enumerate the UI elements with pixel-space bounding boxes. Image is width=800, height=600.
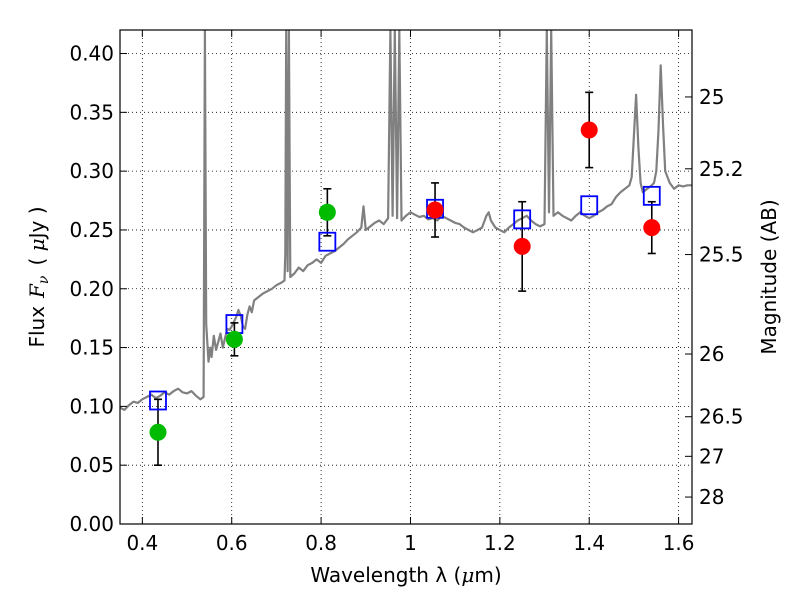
y-axis-label-right: Magnitude (AB) (757, 199, 781, 354)
model-photometry-point (642, 185, 661, 206)
x-tick-label: 1 (404, 531, 417, 555)
x-tick-label: 1.4 (573, 531, 605, 555)
x-tick-label: 0.8 (305, 531, 337, 555)
plot-area (120, 30, 692, 466)
optical-observation-point (149, 423, 167, 441)
model-sed-line (120, 30, 692, 411)
model-photometry-point (513, 209, 532, 230)
magnitude-tick-label: 26.5 (699, 405, 744, 429)
magnitude-tick-label: 25.5 (699, 243, 744, 267)
magnitude-tick-label: 28 (699, 485, 724, 509)
y-tick-label: 0.20 (69, 277, 114, 301)
y-tick-label: 0.35 (69, 100, 114, 124)
optical-observation-point (225, 330, 243, 348)
optical-observation-point (318, 203, 336, 221)
model-photometry-point (580, 195, 599, 216)
x-tick-label: 0.4 (126, 531, 158, 555)
nir-observation-point (426, 201, 444, 219)
x-tick-label: 1.2 (484, 531, 516, 555)
x-tick-label: 1.6 (663, 531, 695, 555)
nir-observation-point (580, 121, 598, 139)
magnitude-tick-label: 26 (699, 342, 724, 366)
model-photometry-point (318, 231, 337, 252)
y-axis-label-left: FluxFν( μJy ) (25, 206, 52, 347)
axis-ticks: 0.4 0.6 0.8 1 1.2 1.4 1.6 0.00 0.05 0.10 0.15 0.20 0… (69, 30, 744, 555)
magnitude-tick-label: 25.2 (699, 157, 744, 181)
nir-observation-point (643, 219, 661, 237)
magnitude-tick-label: 27 (699, 444, 724, 468)
y-tick-label: 0.40 (69, 42, 114, 66)
y-tick-label: 0.10 (69, 394, 114, 418)
y-tick-label: 0.15 (69, 336, 114, 360)
y-tick-label: 0.30 (69, 159, 114, 183)
magnitude-tick-label: 25 (699, 85, 724, 109)
x-tick-label: 0.6 (216, 531, 248, 555)
nir-observation-point (513, 237, 531, 255)
y-tick-label: 0.25 (69, 218, 114, 242)
x-axis-label: Wavelength λ (μm) (310, 563, 501, 587)
model-photometry-point (149, 390, 167, 411)
y-tick-label: 0.05 (69, 453, 114, 477)
plot-frame (119, 29, 693, 525)
y-tick-label: 0.00 (69, 512, 114, 536)
